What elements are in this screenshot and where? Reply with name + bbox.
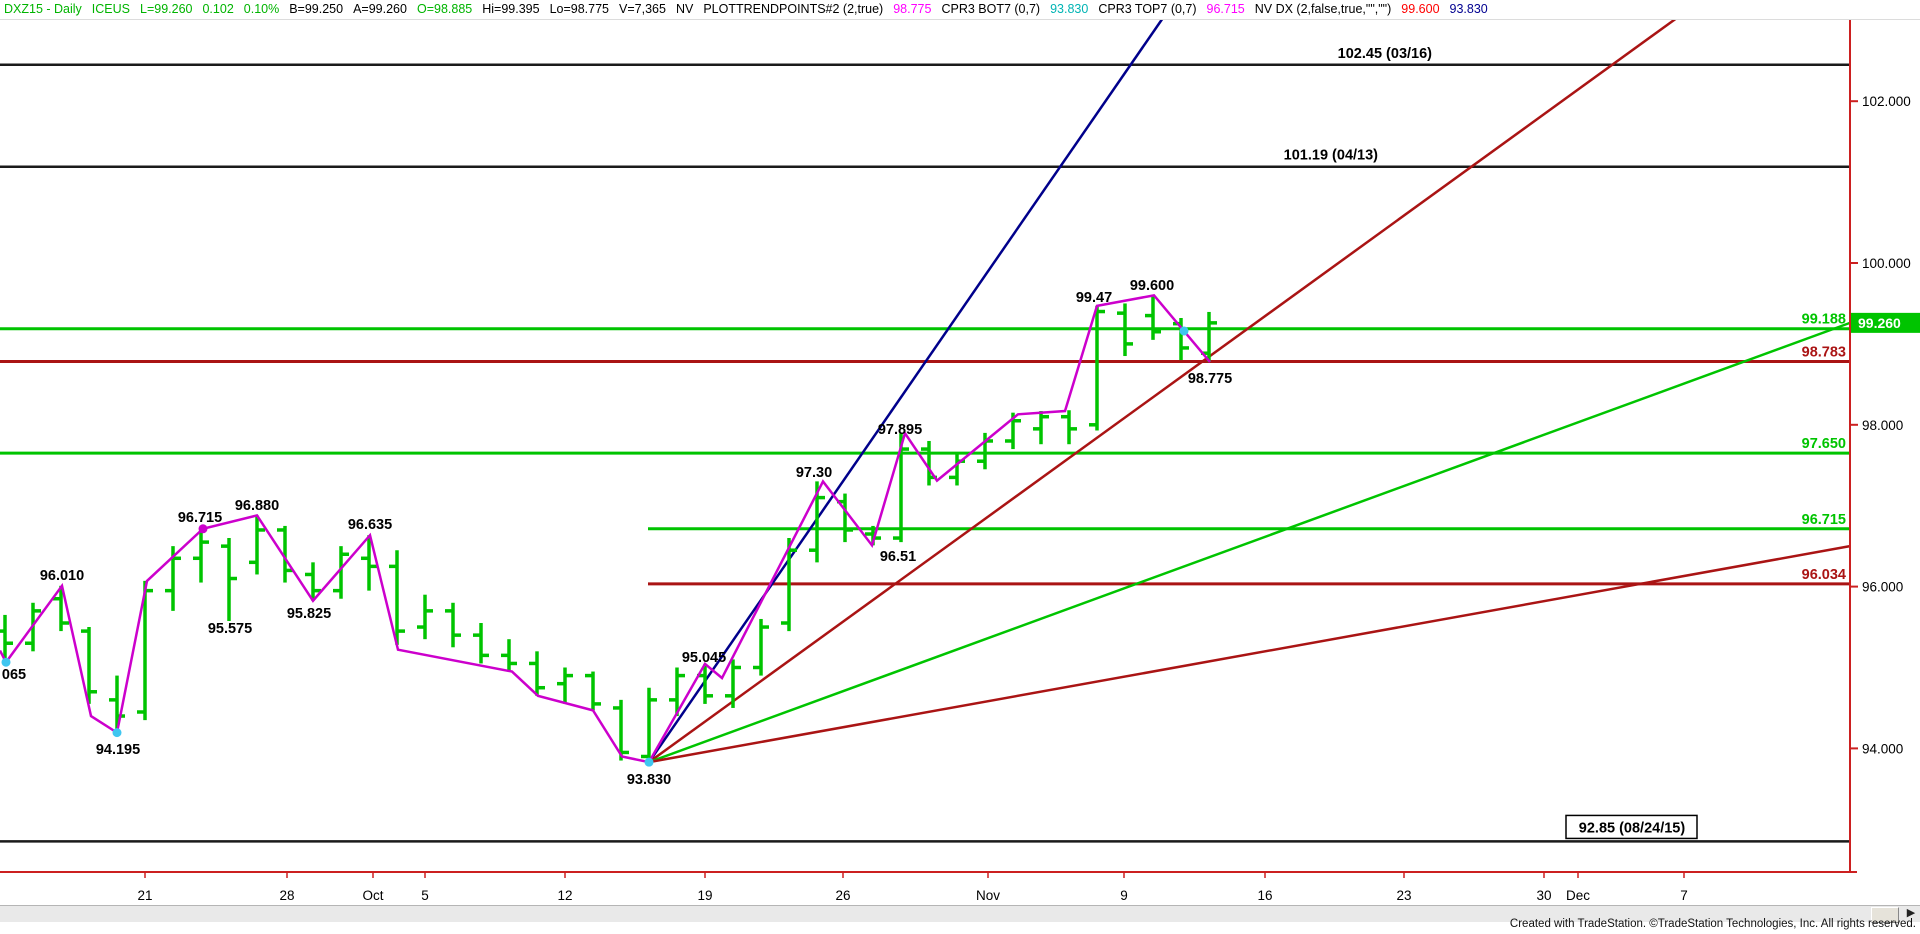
trendline-red-steep [648, 16, 1678, 764]
trendline-green-mid [648, 321, 1851, 764]
quote-segment: V=7,365 [619, 2, 666, 16]
date-label: Oct [362, 888, 383, 903]
date-label: 26 [835, 888, 850, 903]
quote-segment: Hi=99.395 [482, 2, 540, 16]
cyan-swing-marker [644, 757, 654, 767]
trendline-red-shallow [648, 544, 1851, 764]
quote-segment: A=99.260 [353, 2, 407, 16]
pivot-level-label: 98.783 [1802, 344, 1846, 360]
date-label: Dec [1566, 888, 1590, 903]
quote-segment: NV DX (2,false,true,"","") [1254, 2, 1392, 16]
date-label: 5 [421, 888, 429, 903]
level-label: 92.85 (08/24/15) [1579, 820, 1686, 836]
swing-price-label: 96.51 [880, 549, 916, 565]
level-label-box [1565, 814, 1698, 840]
level-label: 102.45 (03/16) [1338, 46, 1432, 62]
copyright-text: Created with TradeStation. ©TradeStation… [1509, 918, 1916, 930]
swing-price-label: 98.775 [1188, 371, 1232, 387]
quote-segment: 93.830 [1050, 2, 1089, 16]
quote-segment: PLOTTRENDPOINTS#2 (2,true) [703, 2, 884, 16]
date-label: Nov [976, 888, 1000, 903]
quote-segment: 98.775 [893, 2, 932, 16]
swing-price-label: 95.575 [208, 621, 252, 637]
swing-price-label: 96.010 [40, 568, 84, 584]
quote-segment: 0.10% [243, 2, 280, 16]
y-axis-tick-label: 100.000 [1862, 256, 1911, 271]
swing-price-label: 99.47 [1076, 290, 1112, 306]
date-label: 9 [1120, 888, 1128, 903]
date-label: 28 [279, 888, 294, 903]
y-axis-tick-label: 102.000 [1862, 94, 1911, 109]
swing-price-label: 97.895 [878, 422, 922, 438]
quote-segment: 93.830 [1449, 2, 1488, 16]
quote-segment: DXZ15 - Daily [4, 2, 82, 16]
swing-price-label: 95.825 [287, 606, 331, 622]
date-label: 12 [557, 888, 572, 903]
swing-zigzag-line [0, 293, 1211, 764]
quote-segment: NV [675, 2, 694, 16]
pivot-level-label: 96.034 [1802, 567, 1846, 583]
quote-segment: CPR3 TOP7 (0,7) [1098, 2, 1197, 16]
level-label: 101.19 (04/13) [1284, 148, 1378, 164]
swing-price-label: 065 [2, 667, 26, 683]
date-label: 7 [1680, 888, 1688, 903]
quote-segment: L=99.260 [140, 2, 193, 16]
pivot-level-label: 97.650 [1802, 436, 1846, 452]
chart-canvas[interactable]: 102.45 (03/16) 101.19 (04/13) 92.85 (08/24… [0, 0, 1920, 905]
quote-bar: DXZ15 - Daily ICEUS L=99.260 0.102 0.10% B=99… [0, 0, 1920, 20]
swing-price-label: 96.715 [178, 510, 222, 526]
trendline-navy-steep [647, 17, 1165, 763]
swing-price-label: 96.880 [235, 498, 279, 514]
pivot-level-label: 96.715 [1802, 512, 1846, 528]
date-label: 16 [1257, 888, 1272, 903]
cyan-swing-marker [1, 657, 11, 667]
swing-price-label: 97.30 [796, 465, 832, 481]
last-price-label: 99.260 [1858, 315, 1901, 331]
swing-price-label: 93.830 [627, 772, 671, 788]
swing-price-label: 95.045 [682, 650, 726, 666]
y-axis-tick-label: 94.000 [1862, 741, 1903, 756]
quote-segment: ICEUS [91, 2, 130, 16]
date-label: 23 [1396, 888, 1411, 903]
swing-price-label: 99.600 [1130, 278, 1174, 294]
date-label: 19 [697, 888, 712, 903]
y-axis-tick-label: 96.000 [1862, 580, 1903, 595]
date-label: 21 [137, 888, 152, 903]
h-scrollbar[interactable]: ▶ [0, 905, 1920, 923]
date-label: 30 [1536, 888, 1551, 903]
quote-segment: 96.715 [1206, 2, 1245, 16]
cyan-swing-marker [1179, 326, 1189, 336]
pivot-level-label: 99.188 [1802, 312, 1846, 328]
scrollbar-right-arrow-icon[interactable]: ▶ [1906, 907, 1916, 919]
quote-segment: O=98.885 [416, 2, 473, 16]
quote-segment: 99.600 [1401, 2, 1440, 16]
swing-price-label: 94.195 [96, 742, 140, 758]
quote-segment: 0.102 [202, 2, 234, 16]
y-axis-tick-label: 98.000 [1862, 418, 1903, 433]
quote-segment: CPR3 BOT7 (0,7) [941, 2, 1041, 16]
last-price-box [1851, 312, 1920, 333]
magenta-swing-marker [198, 524, 208, 534]
cyan-swing-marker [112, 728, 122, 738]
quote-segment: Lo=98.775 [549, 2, 610, 16]
quote-segment: B=99.250 [289, 2, 344, 16]
scrollbar-thumb[interactable] [1871, 907, 1899, 923]
swing-price-label: 96.635 [348, 517, 392, 533]
